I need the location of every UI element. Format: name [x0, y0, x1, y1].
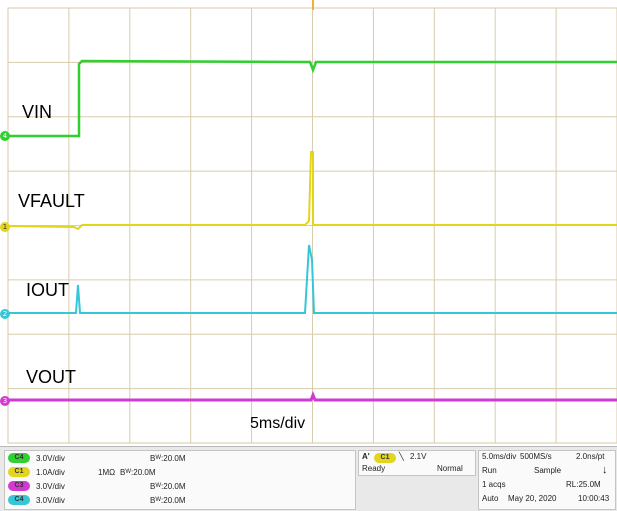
waveform-display: VIN VFAULT IOUT VOUT 5ms/div 4 1 2 3	[0, 0, 617, 444]
bandwidth-prefix: B	[150, 453, 156, 463]
acquisition-count: 1 acqs	[482, 480, 506, 489]
bandwidth-sub: W	[155, 483, 162, 489]
sample-resolution: 2.0ns/pt	[576, 452, 605, 461]
down-arrow-icon: ↓	[602, 464, 608, 476]
channel-bandwidth: 20.0M	[163, 495, 186, 505]
bandwidth-prefix: B	[150, 495, 156, 505]
bandwidth-sub: W	[155, 497, 162, 503]
trigger-state: Ready	[362, 464, 386, 473]
trace-label-vout: VOUT	[26, 367, 77, 387]
channel-1-ground-marker[interactable]: 1	[0, 222, 10, 232]
trigger-type: Normal	[437, 464, 463, 473]
trace-vfault	[3, 151, 617, 231]
channel-2-ground-marker[interactable]: 2	[0, 309, 10, 319]
channel-badge: C3	[8, 481, 30, 491]
channel-scale: 3.0V/div	[36, 453, 65, 463]
waveform-graticule	[3, 0, 617, 444]
channel-row[interactable]: C4 3.0V/div B W:20.0M	[8, 493, 185, 507]
trace-label-vin: VIN	[22, 102, 53, 122]
auto-label: Auto	[482, 494, 499, 503]
channel-badge: C1	[8, 467, 30, 477]
channel-impedance: 1MΩ	[98, 467, 116, 477]
run-state: Run	[482, 466, 497, 475]
bandwidth-prefix: B	[120, 467, 126, 477]
trace-label-vfault: VFAULT	[18, 191, 85, 211]
channel-scale: 3.0V/div	[36, 481, 65, 491]
trace-label-iout: IOUT	[26, 280, 69, 300]
acquisition-mode: Sample	[534, 466, 562, 475]
channel-scale: 3.0V/div	[36, 495, 65, 505]
acquisition-settings-box[interactable]	[478, 450, 616, 510]
trace-iout	[4, 244, 617, 314]
trace-vin	[4, 59, 617, 138]
sample-rate: 500MS/s	[520, 452, 552, 461]
capture-time: 10:00:43	[578, 494, 610, 503]
channel-badge: C4	[8, 495, 30, 505]
trigger-source-badge: C1	[374, 453, 396, 463]
trigger-level: 2.1V	[410, 452, 427, 461]
bandwidth-prefix: B	[150, 481, 156, 491]
bandwidth-sub: W	[155, 455, 162, 461]
channel-bandwidth: 20.0M	[163, 453, 186, 463]
channel-scale: 1.0A/div	[36, 467, 65, 477]
channel-badge: C4	[8, 453, 30, 463]
channel-row[interactable]: C4 3.0V/div B W:20.0M	[8, 451, 185, 465]
horizontal-scale: 5.0ms/div	[482, 452, 517, 461]
channel-row[interactable]: C1 1.0A/div 1MΩ B W:20.0M	[8, 465, 155, 479]
capture-date: May 20, 2020	[508, 494, 557, 503]
channel-3-ground-marker[interactable]: 3	[0, 396, 10, 406]
trigger-mode: A'	[362, 452, 370, 461]
channel-bandwidth: 20.0M	[133, 467, 156, 477]
channel-4-ground-marker[interactable]: 4	[0, 131, 10, 141]
bandwidth-sub: W	[125, 469, 132, 475]
channel-bandwidth: 20.0M	[163, 481, 186, 491]
trigger-slope-icon: ╲	[399, 452, 404, 461]
record-length: RL:25.0M	[566, 480, 601, 489]
channel-row[interactable]: C3 3.0V/div B W:20.0M	[8, 479, 185, 493]
trace-vout	[4, 390, 617, 402]
time-per-division-label: 5ms/div	[250, 415, 306, 432]
